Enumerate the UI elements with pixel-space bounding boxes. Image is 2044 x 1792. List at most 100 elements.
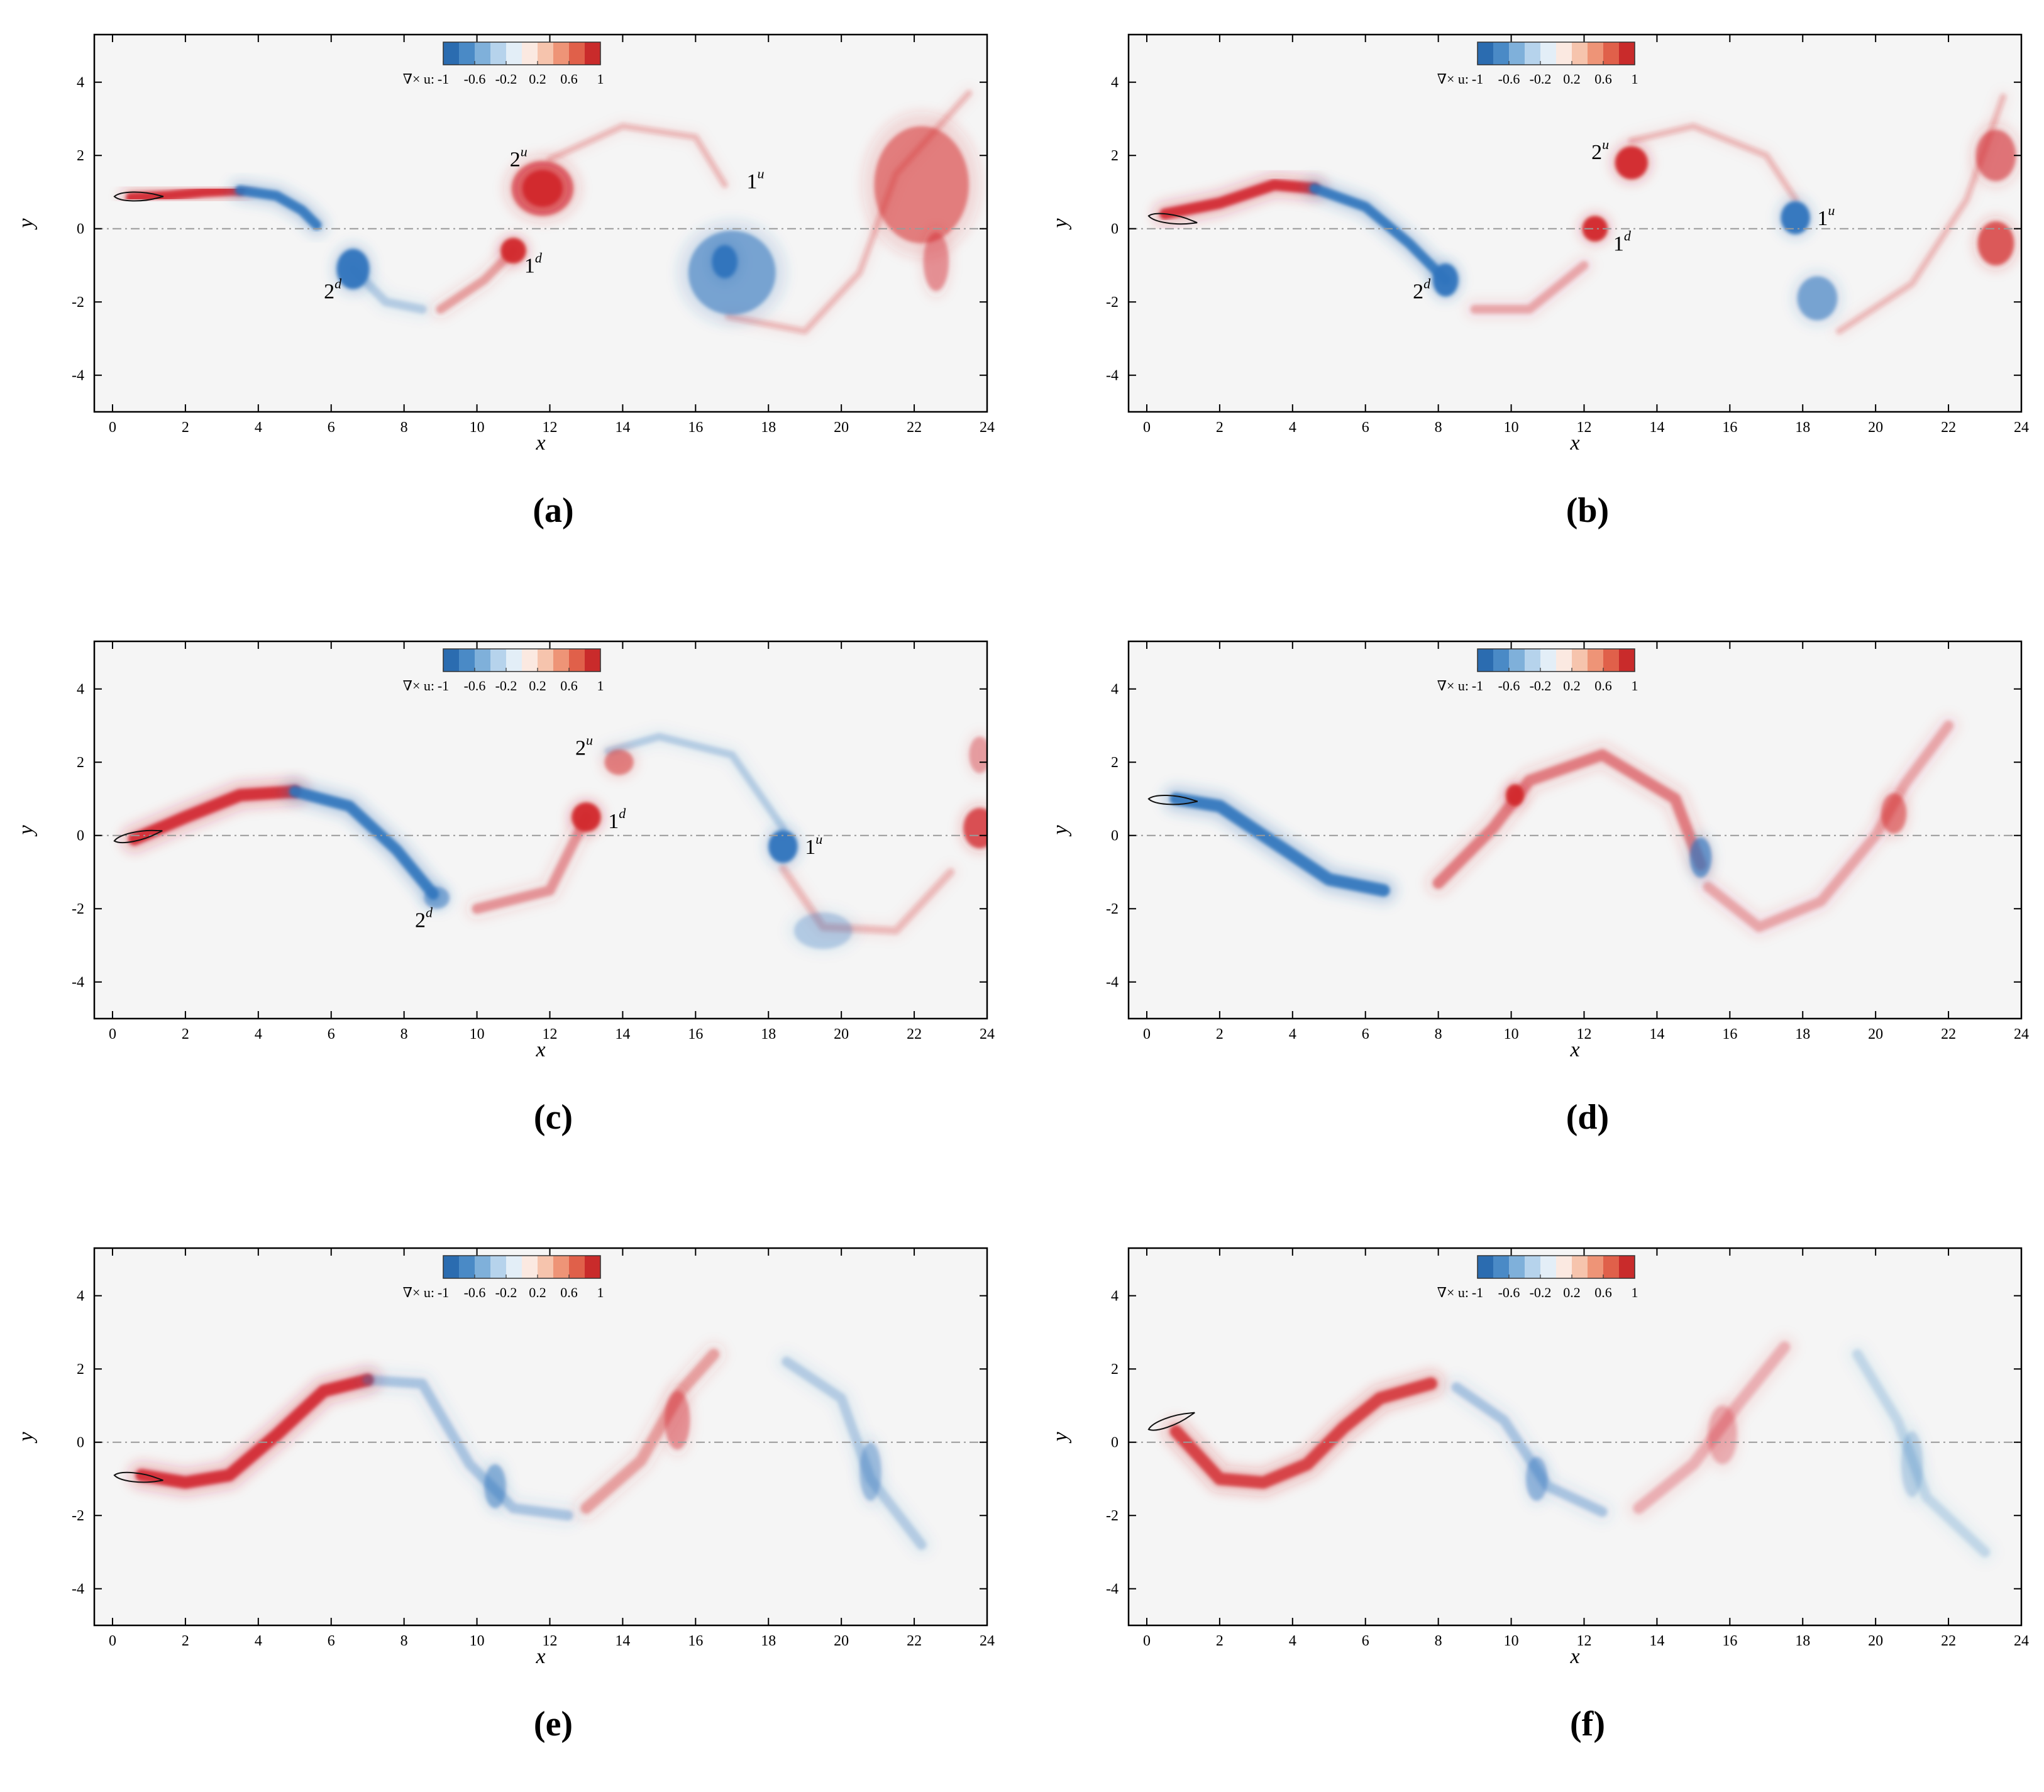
x-tick-label: 18 (1795, 1026, 1810, 1043)
colorbar-segment (1603, 42, 1620, 65)
plot-frame (93, 33, 988, 413)
x-tick-label: 8 (1435, 1633, 1442, 1649)
x-tick-label: 6 (328, 1633, 335, 1649)
x-tick-label: 14 (615, 1026, 630, 1043)
x-tick-label: 16 (1722, 1026, 1737, 1043)
colorbar-segment (569, 649, 585, 672)
y-tick-label: -2 (72, 901, 84, 917)
colorbar-tick-label: 0.2 (1563, 71, 1581, 87)
y-axis-label: y (1049, 825, 1072, 837)
panel-label: (a) (533, 491, 573, 530)
shear-layer (126, 185, 245, 203)
x-tick-label: 4 (255, 1026, 262, 1043)
airfoil (1147, 213, 1198, 225)
panel-label: (e) (534, 1705, 573, 1744)
y-tick-label: -2 (72, 1508, 84, 1524)
colorbar-tick-label: 0.2 (1563, 678, 1581, 694)
colorbar-segment (1478, 42, 1494, 65)
y-tick-label: 2 (77, 148, 84, 164)
x-tick-label: 12 (1576, 1633, 1591, 1649)
y-tick-label: 0 (1111, 828, 1119, 844)
x-tick-label: 14 (1649, 1026, 1664, 1043)
colorbar-tick-label: 1 (1632, 71, 1638, 87)
x-tick-label: 14 (1649, 1633, 1664, 1649)
colorbar-tick-label: -0.6 (1498, 678, 1520, 694)
vortex (484, 1464, 506, 1508)
colorbar-frame (443, 648, 601, 672)
shear-layer (779, 865, 954, 935)
x-tick-label: 6 (328, 1026, 335, 1043)
colorbar-tick-label: 0.2 (529, 71, 546, 87)
colorbar-segment (553, 1256, 570, 1278)
colorbar-frame (443, 41, 601, 65)
plot-area (1129, 1248, 2021, 1625)
y-tick-label: -4 (72, 975, 84, 991)
x-axis-label: x (1569, 1645, 1579, 1668)
x-tick-label: 6 (1362, 1026, 1369, 1043)
x-tick-label: 22 (1941, 1633, 1956, 1649)
colorbar-segment (1509, 42, 1525, 65)
vortex-annotation: 1d (608, 805, 626, 833)
vortex (1689, 837, 1712, 878)
x-tick-label: 24 (980, 1633, 995, 1649)
colorbar-segment (1556, 1256, 1572, 1278)
x-tick-label: 2 (182, 1026, 189, 1043)
colorbar-tick-label: 0.6 (1594, 1285, 1612, 1300)
x-tick-label: 18 (761, 419, 776, 436)
plot-frame (93, 1247, 988, 1627)
x-tick-label: 22 (1941, 419, 1956, 436)
x-tick-label: 10 (470, 1026, 485, 1043)
shear-layer (604, 733, 787, 832)
colorbar-segment (569, 42, 585, 65)
x-tick-label: 18 (1795, 419, 1810, 436)
colorbar-label: ∇× u: (1437, 678, 1469, 694)
colorbar-tick-label: -1 (1472, 71, 1483, 87)
y-tick-label: -4 (1106, 368, 1119, 384)
x-tick-label: 10 (470, 419, 485, 436)
shear-layer (1169, 1377, 1438, 1489)
vortex (1582, 216, 1608, 242)
colorbar-segment (1603, 649, 1620, 672)
colorbar-frame (1477, 648, 1635, 672)
y-tick-label: -4 (72, 368, 84, 384)
y-tick-label: 4 (1111, 75, 1119, 91)
airfoil (1147, 1412, 1195, 1431)
y-tick-label: -2 (1106, 901, 1119, 917)
x-tick-label: 6 (328, 419, 335, 436)
colorbar-segment (1525, 649, 1541, 672)
x-tick-label: 2 (1216, 1026, 1224, 1043)
colorbar-tick-label: -0.6 (464, 1285, 486, 1300)
colorbar-tick-label: 0.6 (1594, 678, 1612, 694)
colorbar-segment (1525, 42, 1541, 65)
y-tick-label: 2 (1111, 148, 1119, 164)
vortex (1781, 201, 1810, 235)
colorbar-segment (1540, 42, 1557, 65)
x-tick-label: 6 (1362, 1633, 1369, 1649)
colorbar-frame (443, 1255, 601, 1279)
plot-area (94, 641, 987, 1019)
x-tick-label: 2 (1216, 419, 1224, 436)
x-tick-label: 20 (1868, 1026, 1883, 1043)
colorbar-segment (506, 1256, 522, 1278)
x-axis-label: x (535, 1645, 545, 1668)
vortex (424, 887, 450, 909)
vortex (1505, 784, 1524, 807)
colorbar-label: ∇× u: (1437, 71, 1469, 87)
colorbar-tick-label: -1 (1472, 1285, 1483, 1300)
colorbar-segment (553, 42, 570, 65)
x-axis-label: x (1569, 1038, 1579, 1061)
vortex (336, 248, 370, 289)
shear-layer (128, 785, 301, 846)
y-tick-label: 0 (77, 828, 84, 844)
x-tick-label: 0 (109, 1633, 116, 1649)
colorbar-segment (1619, 649, 1635, 672)
colorbar-segment (522, 649, 538, 672)
airfoil (113, 191, 164, 202)
y-tick-label: -4 (72, 1581, 84, 1598)
x-tick-label: 14 (615, 419, 630, 436)
x-tick-label: 10 (470, 1633, 485, 1649)
x-tick-label: 20 (1868, 419, 1883, 436)
